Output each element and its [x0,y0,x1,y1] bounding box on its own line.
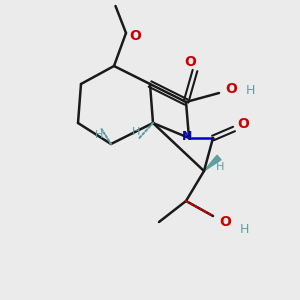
Text: H: H [95,130,103,140]
Polygon shape [204,155,221,171]
Text: O: O [220,215,232,229]
Text: H: H [246,83,255,97]
Text: H: H [240,223,249,236]
Text: H: H [216,161,225,172]
Text: O: O [237,118,249,131]
Text: O: O [184,55,196,68]
Text: H: H [132,127,141,137]
Text: N: N [182,130,193,143]
Text: O: O [129,29,141,43]
Text: O: O [226,82,238,96]
